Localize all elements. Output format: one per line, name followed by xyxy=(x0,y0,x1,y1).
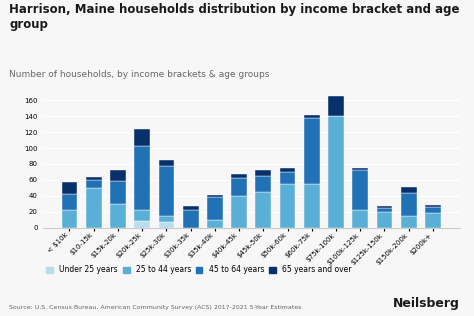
Bar xyxy=(255,192,271,228)
Bar xyxy=(158,166,174,216)
Bar xyxy=(183,206,199,210)
Legend: Under 25 years, 25 to 44 years, 45 to 64 years, 65 years and over: Under 25 years, 25 to 44 years, 45 to 64… xyxy=(46,265,351,274)
Bar xyxy=(280,184,295,228)
Bar xyxy=(110,181,126,204)
Bar xyxy=(352,170,368,210)
Bar xyxy=(304,184,319,228)
Bar xyxy=(328,116,344,228)
Text: Harrison, Maine households distribution by income bracket and age
group: Harrison, Maine households distribution … xyxy=(9,3,460,31)
Bar xyxy=(280,168,295,172)
Bar xyxy=(401,193,417,216)
Bar xyxy=(377,212,392,228)
Bar xyxy=(62,210,77,228)
Bar xyxy=(304,115,319,118)
Bar xyxy=(207,197,223,220)
Bar xyxy=(110,204,126,228)
Bar xyxy=(231,196,247,228)
Bar xyxy=(62,182,77,194)
Bar xyxy=(231,174,247,178)
Bar xyxy=(134,147,150,210)
Bar xyxy=(425,207,441,213)
Bar xyxy=(280,172,295,184)
Bar xyxy=(304,118,319,184)
Bar xyxy=(377,208,392,212)
Bar xyxy=(134,129,150,147)
Bar xyxy=(158,216,174,222)
Bar xyxy=(158,222,174,228)
Bar xyxy=(401,187,417,193)
Bar xyxy=(255,176,271,192)
Bar xyxy=(86,178,101,180)
Bar xyxy=(110,170,126,181)
Bar xyxy=(183,210,199,228)
Text: Number of households, by income brackets & age groups: Number of households, by income brackets… xyxy=(9,70,270,78)
Bar xyxy=(425,205,441,207)
Bar xyxy=(158,160,174,166)
Bar xyxy=(86,180,101,188)
Bar xyxy=(352,210,368,228)
Text: Source: U.S. Census Bureau, American Community Survey (ACS) 2017-2021 5-Year Est: Source: U.S. Census Bureau, American Com… xyxy=(9,305,302,310)
Bar xyxy=(86,188,101,228)
Bar xyxy=(255,169,271,176)
Bar xyxy=(231,178,247,196)
Bar xyxy=(425,213,441,228)
Bar xyxy=(62,194,77,210)
Text: Neilsberg: Neilsberg xyxy=(393,297,460,310)
Bar xyxy=(134,210,150,221)
Bar xyxy=(377,206,392,208)
Bar xyxy=(207,220,223,228)
Bar xyxy=(352,168,368,170)
Bar xyxy=(134,221,150,228)
Bar xyxy=(207,195,223,197)
Bar xyxy=(328,96,344,116)
Bar xyxy=(401,216,417,228)
